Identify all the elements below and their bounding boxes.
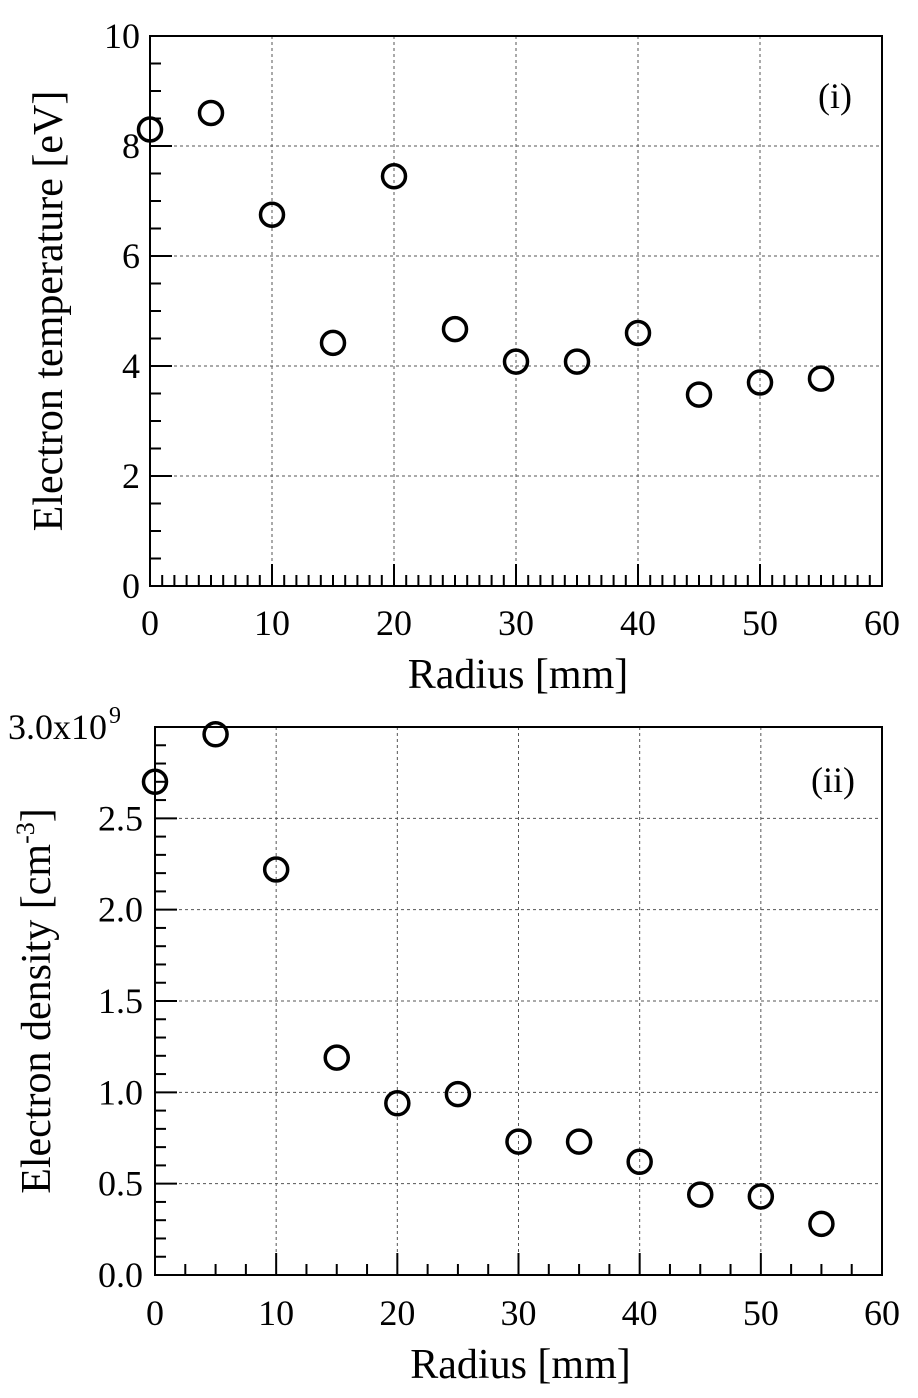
chart-panel-1: 0 10 20 30 40 50 60 0 2 4 6 8 10 Radius [mm] Electron …: [26, 16, 900, 698]
axis-ticks: [149, 35, 883, 587]
x-tick-label: 20: [379, 1293, 415, 1333]
chart-panel-2: 0 10 20 30 40 50 60 0.0 0.5 1.0 1.5 2.0 2.5 3.0x10 9 Ra…: [8, 703, 900, 1388]
grid: [155, 727, 882, 1275]
panel-label: (i): [818, 76, 852, 116]
data-point: [384, 1090, 411, 1117]
data-point: [444, 1080, 472, 1108]
y-tick-label: 8: [122, 126, 140, 166]
y-tick-label: 6: [122, 236, 140, 276]
data-point: [685, 381, 713, 408]
y-tick-label: 3.0x10: [8, 707, 107, 747]
x-axis-label: Radius [mm]: [408, 652, 628, 698]
data-point: [136, 116, 164, 143]
y-tick-label: 2: [122, 456, 140, 496]
x-tick-label: 0: [141, 603, 159, 643]
data-point: [807, 365, 835, 392]
x-tick-label: 10: [258, 1293, 294, 1333]
x-tick-label: 60: [864, 1293, 900, 1333]
y-axis-label-end: ]: [14, 808, 60, 822]
data-point: [258, 201, 286, 228]
data-point: [687, 1181, 714, 1208]
axis-ticks: [154, 726, 883, 1276]
x-tick-label: 30: [501, 1293, 537, 1333]
y-tick-label: 1.5: [98, 981, 143, 1021]
x-tick-label: 40: [622, 1293, 658, 1333]
y-tick-label: 0: [122, 566, 140, 606]
y-axis-label: Electron density [cm-3]: [11, 808, 60, 1194]
x-tick-label: 0: [146, 1293, 164, 1333]
data-point: [262, 856, 290, 883]
y-tick-exponent: 9: [109, 703, 121, 729]
y-axis-label-main: Electron density [cm: [14, 844, 60, 1194]
data-point: [441, 315, 469, 343]
data-point: [746, 369, 774, 396]
x-tick-label: 50: [742, 603, 778, 643]
data-point: [565, 1128, 593, 1155]
x-axis-label: Radius [mm]: [410, 1342, 630, 1388]
data-point: [624, 319, 652, 347]
data-point: [319, 329, 347, 357]
x-tick-label: 10: [254, 603, 290, 643]
y-axis-label-superscript: -3: [11, 822, 40, 844]
data-point: [380, 163, 408, 190]
x-tick-label: 50: [743, 1293, 779, 1333]
y-tick-label: 2.5: [98, 798, 143, 838]
x-tick-label: 40: [620, 603, 656, 643]
data-point: [197, 99, 225, 127]
y-tick-label: 0.0: [98, 1255, 143, 1295]
data-point: [563, 348, 591, 375]
data-point: [808, 1210, 835, 1238]
y-tick-label: 4: [122, 346, 140, 386]
data-point: [626, 1148, 653, 1175]
grid: [150, 36, 882, 586]
x-tick-label: 60: [864, 603, 900, 643]
y-tick-label: 1.0: [98, 1072, 143, 1112]
y-tick-label: 2.0: [98, 890, 143, 930]
panel-label: (ii): [811, 760, 855, 800]
data-point: [747, 1183, 775, 1210]
data-point: [505, 1128, 532, 1155]
plot-frame: [149, 35, 883, 587]
data-point: [323, 1044, 350, 1071]
x-tick-label: 20: [376, 603, 412, 643]
data-points: [136, 99, 835, 408]
y-tick-label: 0.5: [98, 1164, 143, 1204]
data-point: [141, 768, 169, 796]
data-points: [141, 721, 835, 1238]
x-tick-label: 30: [498, 603, 534, 643]
data-point: [202, 721, 229, 748]
y-axis-label: Electron temperature [eV]: [26, 91, 72, 532]
data-point: [502, 348, 530, 375]
y-tick-label: 10: [104, 16, 140, 56]
